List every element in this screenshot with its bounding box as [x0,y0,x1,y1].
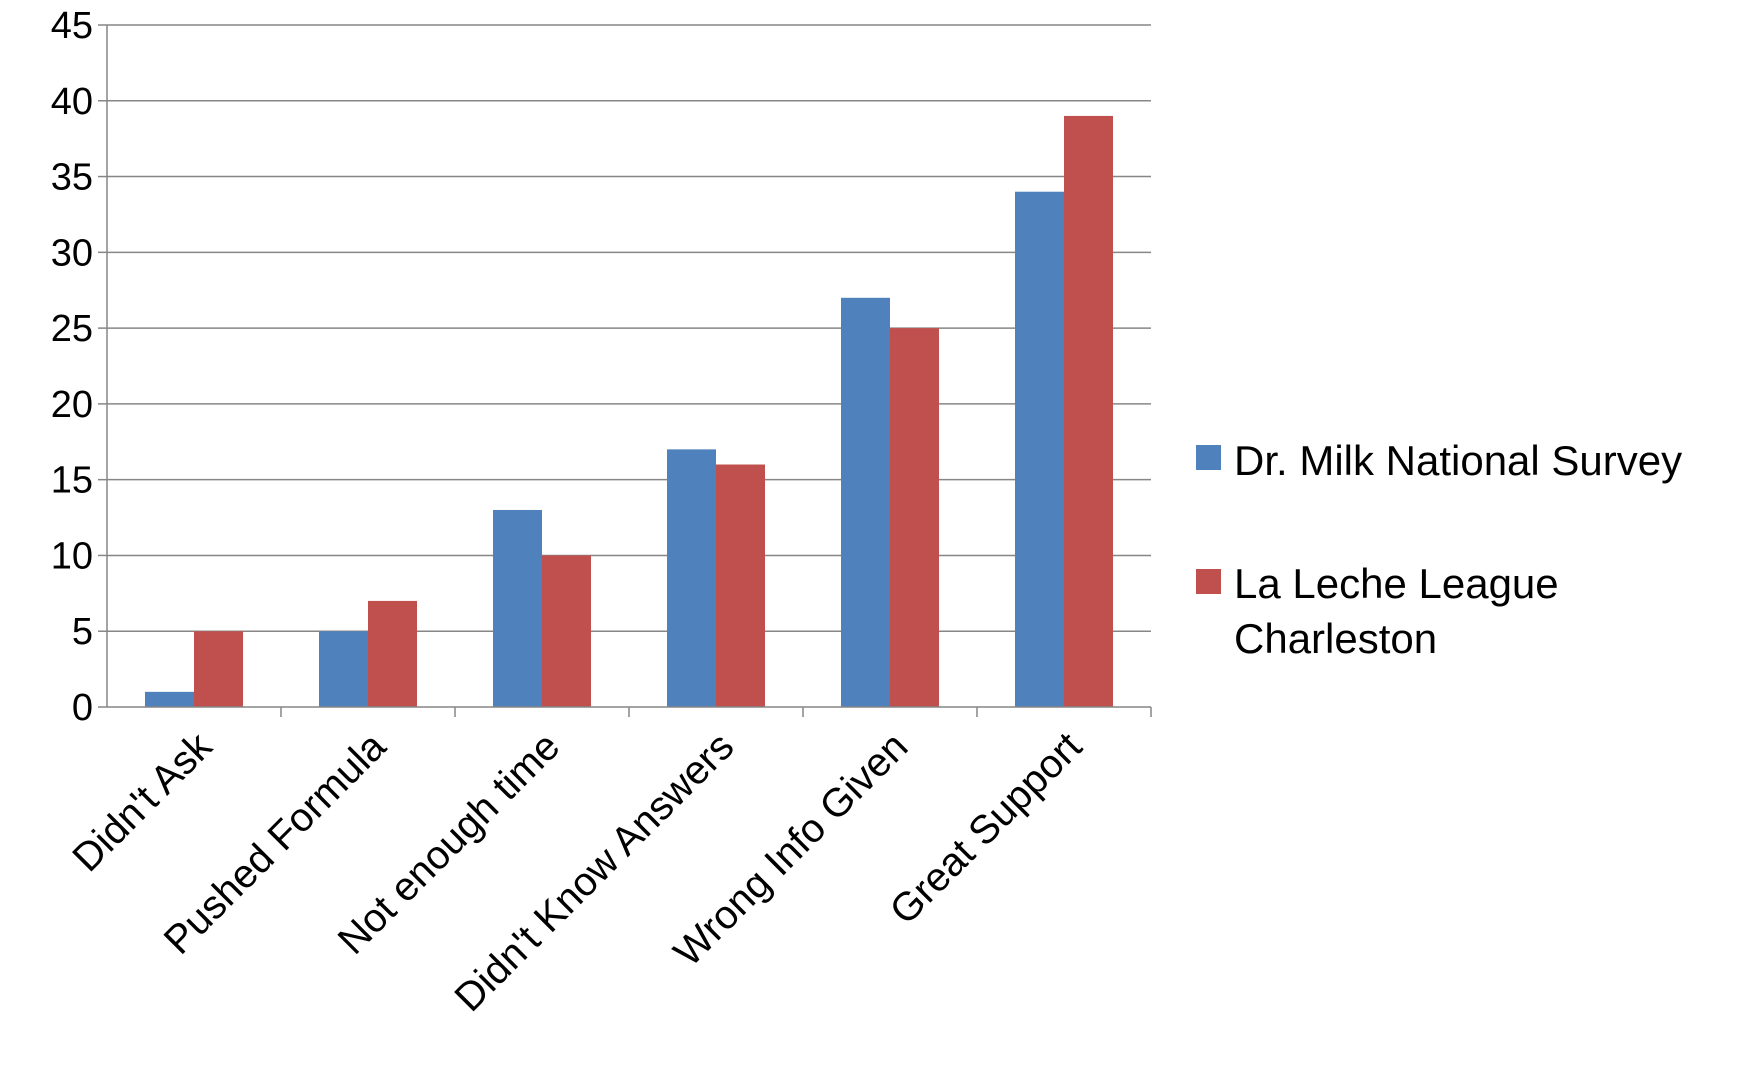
gridlines [107,24,1151,632]
bar-la-leche-5 [1064,115,1113,707]
legend: Dr. Milk National Survey La Leche League C… [1196,437,1682,662]
legend-label: Dr. Milk National Survey [1234,437,1682,484]
bar-dr-milk-0 [145,691,194,707]
bar-dr-milk-4 [841,297,890,707]
y-tick-label: 45 [51,5,93,47]
bars [145,115,1113,707]
bar-dr-milk-1 [319,631,368,707]
y-tick-label: 20 [51,384,93,426]
bar-dr-milk-2 [493,509,542,707]
bar-la-leche-0 [194,631,243,707]
legend-label: La Leche League [1234,560,1559,607]
x-tick-label: Didn't Ask [64,724,221,881]
y-tick-label: 40 [51,81,93,123]
bar-la-leche-1 [368,600,417,707]
legend-swatch-la-leche [1196,569,1221,594]
y-tick-label: 25 [51,308,93,350]
x-tick-label: Didn't Know Answers [446,724,742,1020]
y-tick-label: 0 [72,687,93,729]
y-tick-label: 10 [51,535,93,577]
y-tick-label: 15 [51,460,93,502]
y-tick-label: 35 [51,157,93,199]
y-axis-tick-labels: 0 5 10 15 20 25 30 35 40 45 [51,5,93,729]
bar-dr-milk-3 [667,449,716,707]
bar-la-leche-2 [542,555,591,707]
bar-dr-milk-5 [1015,191,1064,707]
y-tick-label: 30 [51,232,93,274]
axes [98,24,1152,717]
legend-swatch-dr-milk [1196,445,1221,470]
bar-la-leche-3 [716,464,765,707]
y-tick-label: 5 [72,611,93,653]
bar-la-leche-4 [890,328,939,707]
legend-label: Charleston [1234,615,1437,662]
